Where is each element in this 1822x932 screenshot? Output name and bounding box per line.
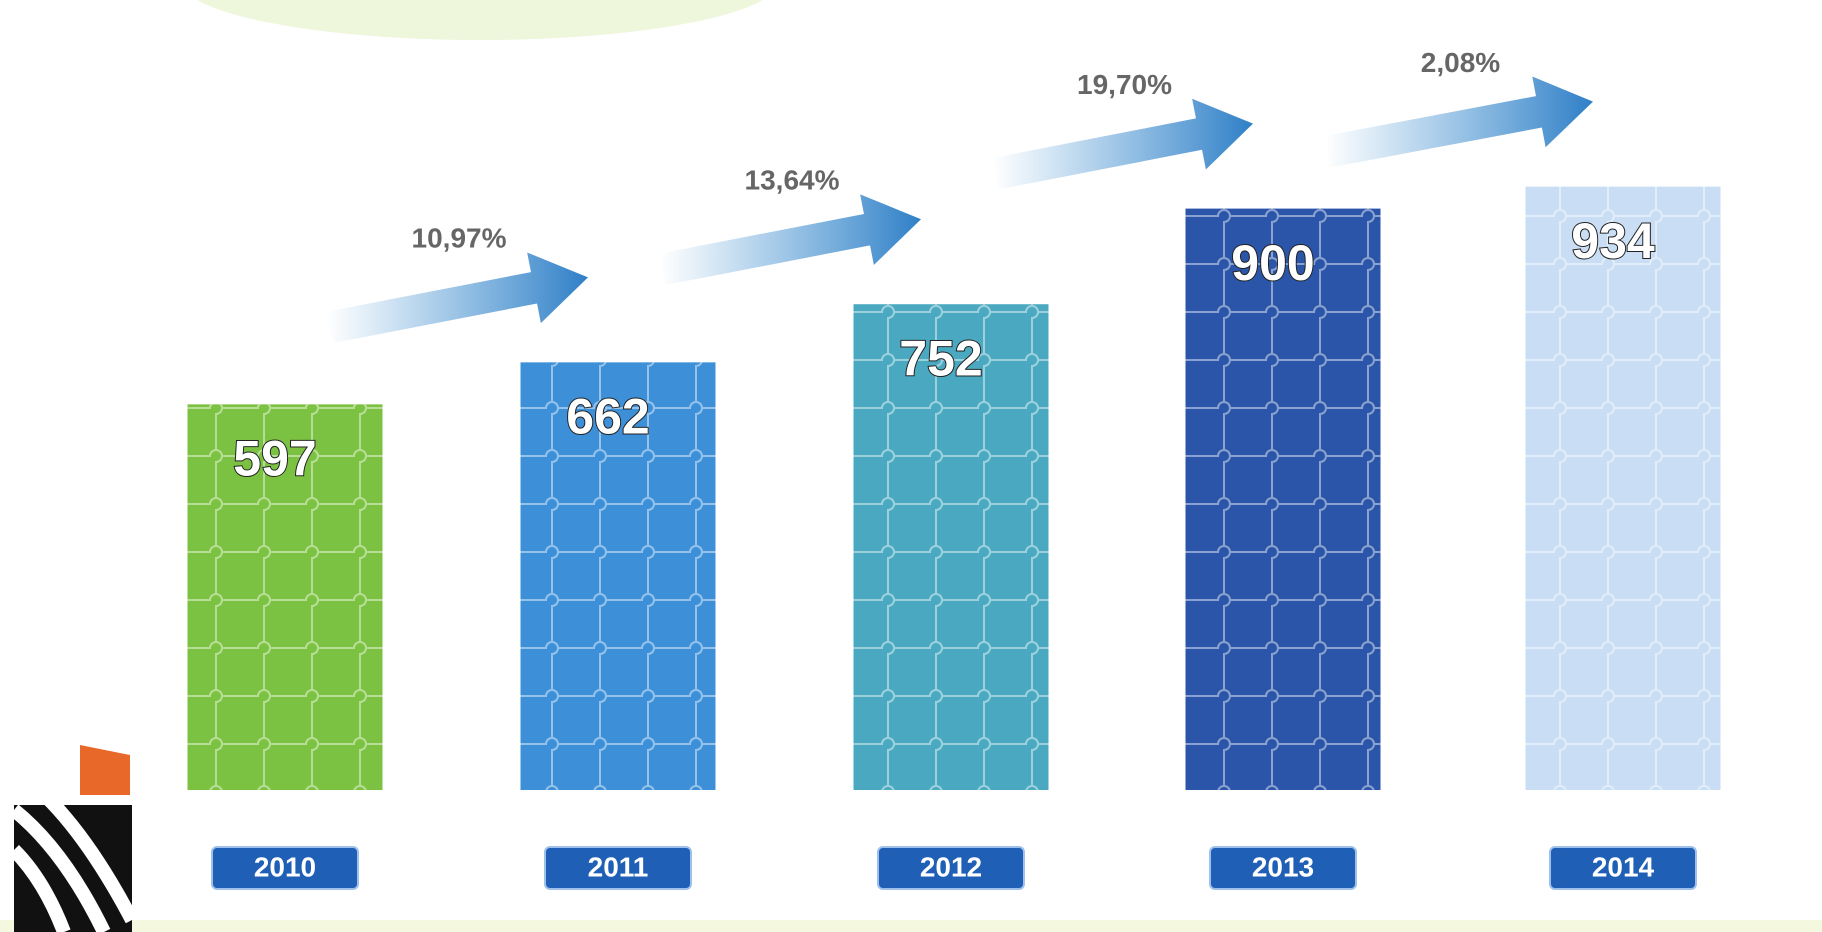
bar-texture	[187, 404, 383, 790]
growth-arrow	[326, 252, 588, 344]
bar-texture	[1185, 208, 1381, 791]
x-tick-label: 2011	[588, 851, 649, 882]
growth-label: 2,08%	[1421, 47, 1500, 78]
value-label: 597	[233, 431, 316, 487]
decoration	[197, 0, 763, 40]
value-label: 662	[566, 389, 649, 445]
bar-texture	[853, 304, 1049, 790]
growth-label: 13,64%	[745, 165, 840, 196]
value-label: 900	[1231, 235, 1314, 291]
x-tick-label: 2010	[254, 851, 316, 882]
flag-decoration	[8, 735, 139, 932]
growth-arrow	[1325, 76, 1593, 168]
x-tick-label: 2013	[1252, 851, 1314, 882]
year-box	[877, 846, 1025, 890]
decoration	[0, 920, 1822, 932]
year-box	[1209, 846, 1357, 890]
bar-texture	[520, 362, 716, 790]
growth-label: 19,70%	[1077, 69, 1172, 100]
value-label: 934	[1571, 213, 1655, 269]
value-label: 752	[899, 330, 982, 386]
growth-label: 10,97%	[412, 223, 507, 254]
growth-arrow	[992, 98, 1253, 190]
year-box	[1549, 846, 1697, 890]
x-tick-label: 2014	[1592, 851, 1655, 882]
x-tick-label: 2012	[920, 851, 982, 882]
year-box	[211, 846, 359, 890]
bar-texture	[1525, 186, 1721, 791]
year-box	[544, 846, 692, 890]
growth-arrow	[659, 194, 921, 285]
